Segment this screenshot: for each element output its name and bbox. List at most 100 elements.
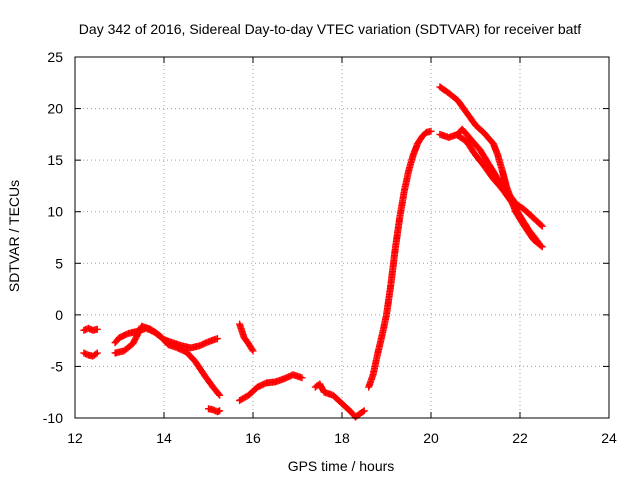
data-point bbox=[538, 222, 546, 230]
data-point-run bbox=[480, 129, 496, 146]
x-tick-label: 14 bbox=[156, 430, 172, 446]
data-point-run bbox=[80, 349, 91, 358]
data-point-run bbox=[418, 129, 429, 140]
data-point-run bbox=[378, 312, 390, 339]
data-point-run bbox=[213, 407, 222, 416]
data-point-run bbox=[529, 214, 545, 229]
data-point-run bbox=[209, 383, 223, 398]
x-tick-label: 12 bbox=[67, 430, 83, 446]
data-point-run bbox=[311, 381, 322, 391]
data-point-run bbox=[476, 146, 492, 167]
data-point-run bbox=[245, 384, 260, 399]
data-point-run bbox=[369, 352, 381, 379]
x-axis-label: GPS time / hours bbox=[288, 458, 395, 474]
data-series-seg8 bbox=[311, 380, 368, 421]
data-point bbox=[534, 238, 542, 246]
data-points bbox=[80, 83, 546, 421]
x-tick-label: 22 bbox=[512, 430, 528, 446]
x-tick-label: 24 bbox=[601, 430, 617, 446]
y-tick-label: -10 bbox=[43, 410, 63, 426]
data-point bbox=[249, 347, 257, 355]
data-point bbox=[427, 127, 435, 135]
data-point-run bbox=[391, 214, 404, 252]
data-point-run bbox=[387, 245, 399, 288]
data-point-run bbox=[467, 136, 483, 153]
data-point-run bbox=[240, 334, 252, 346]
data-point-run bbox=[182, 348, 198, 364]
data-point-run bbox=[147, 325, 162, 339]
y-tick-label: 15 bbox=[47, 152, 63, 168]
data-series-seg7 bbox=[236, 371, 306, 404]
data-point bbox=[213, 335, 221, 343]
y-tick-label: 0 bbox=[55, 307, 63, 323]
data-point-run bbox=[521, 206, 536, 221]
data-point-run bbox=[89, 350, 100, 360]
data-point-run bbox=[423, 128, 433, 136]
y-tick-label: 5 bbox=[55, 255, 63, 271]
data-point-run bbox=[458, 125, 474, 142]
data-point-run bbox=[245, 340, 256, 353]
plot-border bbox=[74, 56, 610, 419]
data-point-run bbox=[383, 282, 395, 319]
data-point bbox=[360, 407, 368, 415]
data-point-run bbox=[400, 168, 412, 195]
data-point-run bbox=[445, 89, 460, 103]
data-point-run bbox=[396, 189, 408, 221]
data-point-run bbox=[80, 325, 91, 334]
data-point bbox=[93, 349, 101, 357]
x-tick-label: 16 bbox=[245, 430, 261, 446]
y-tick-label: 25 bbox=[47, 49, 63, 65]
data-point-run bbox=[84, 324, 95, 334]
data-point-run bbox=[498, 167, 510, 189]
data-point bbox=[216, 391, 224, 399]
y-tick-label: 10 bbox=[47, 204, 63, 220]
data-series-seg12 bbox=[454, 131, 542, 246]
data-point-run bbox=[156, 332, 171, 348]
data-point-run bbox=[489, 175, 505, 192]
data-point-run bbox=[338, 400, 354, 415]
data-point-run bbox=[525, 226, 541, 244]
data-point-run bbox=[405, 153, 417, 174]
data-point bbox=[298, 374, 306, 382]
data-point-run bbox=[329, 391, 345, 406]
data-point-run bbox=[507, 197, 523, 218]
y-axis-label: SDTVAR / TECUs bbox=[6, 180, 22, 292]
y-tick-label: -5 bbox=[51, 358, 64, 374]
grid-lines bbox=[75, 57, 609, 418]
data-series-seg2 bbox=[80, 349, 101, 360]
data-point-run bbox=[89, 326, 100, 334]
data-point-run bbox=[454, 96, 470, 115]
data-point bbox=[538, 243, 546, 251]
data-point-run bbox=[351, 408, 367, 421]
x-tick-label: 18 bbox=[334, 430, 350, 446]
x-tick-label: 20 bbox=[423, 430, 439, 446]
data-point-run bbox=[454, 131, 469, 145]
data-point-run bbox=[374, 333, 386, 358]
data-point-run bbox=[436, 83, 451, 96]
data-series-seg1 bbox=[80, 324, 101, 334]
data-point-run bbox=[111, 335, 122, 347]
data-point-run bbox=[516, 212, 532, 233]
data-series-seg4 bbox=[111, 322, 224, 399]
data-point-run bbox=[480, 162, 496, 181]
data-point-run bbox=[129, 324, 145, 348]
data-point-run bbox=[463, 138, 479, 158]
chart-title: Day 342 of 2016, Sidereal Day-to-day VTE… bbox=[79, 21, 582, 37]
y-tick-label: 20 bbox=[47, 101, 63, 117]
data-point-run bbox=[485, 160, 501, 181]
data-series-seg9 bbox=[365, 127, 435, 391]
data-point-run bbox=[463, 109, 479, 128]
data-point-run bbox=[191, 357, 207, 377]
data-point-run bbox=[236, 392, 251, 404]
data-point-run bbox=[472, 121, 487, 136]
data-point bbox=[216, 407, 224, 415]
data-point-run bbox=[472, 151, 487, 169]
data-point-run bbox=[200, 371, 216, 390]
data-series-seg6 bbox=[236, 320, 257, 355]
tick-labels: 12 14 16 18 20 22 24 -10 -5 0 5 10 15 20 25 bbox=[43, 49, 617, 446]
data-series-seg5 bbox=[205, 405, 224, 416]
data-point-run bbox=[414, 134, 425, 148]
data-point-run bbox=[209, 406, 220, 415]
data-point bbox=[93, 325, 101, 333]
